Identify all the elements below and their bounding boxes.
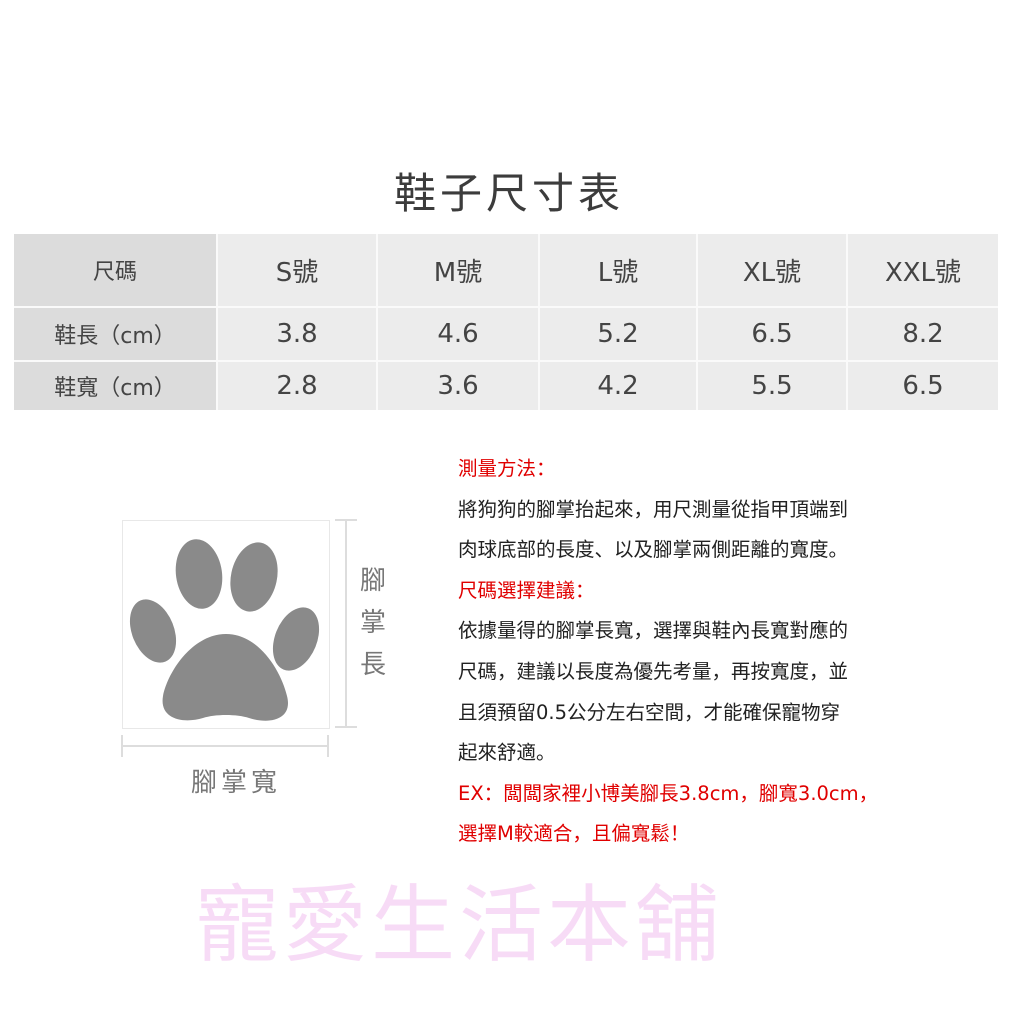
length-measure-line: [345, 520, 347, 727]
paw-width-label: 腳掌寬: [190, 768, 281, 798]
table-cell: 4.2: [540, 362, 696, 410]
paw-diagram: [122, 520, 330, 729]
length-measure-cap: [335, 519, 357, 521]
advice-line: 起來舒適。: [458, 741, 556, 765]
table-cell: 5.5: [698, 362, 846, 410]
paw-icon: [129, 539, 320, 721]
table-header-size: 尺碼: [14, 234, 216, 306]
size-table: 尺碼 S號 M號 L號 XL號 XXL號 鞋長（cm） 3.8 4.6 5.2 …: [14, 234, 998, 410]
advice-line: 且須預留0.5公分左右空間，才能確保寵物穿: [458, 700, 841, 724]
row-label-width: 鞋寬（cm）: [14, 362, 216, 410]
table-header-xxl: XXL號: [848, 234, 998, 306]
width-measure-line: [122, 745, 328, 747]
example-line: 選擇M較適合，且偏寬鬆！: [458, 822, 690, 846]
label-char: 腳: [359, 566, 386, 596]
table-cell: 3.8: [218, 308, 376, 360]
advice-heading: 尺碼選擇建議：: [458, 578, 595, 602]
instructions: 測量方法： 將狗狗的腳掌抬起來，用尺測量從指甲頂端到 肉球底部的長度、以及腳掌兩…: [458, 449, 998, 855]
table-cell: 8.2: [848, 308, 998, 360]
table-cell: 6.5: [848, 362, 998, 410]
length-measure-cap: [335, 726, 357, 728]
table-header-s: S號: [218, 234, 376, 306]
table-header-l: L號: [540, 234, 696, 306]
watermark: 寵愛生活本舖: [195, 876, 724, 974]
table-header-xl: XL號: [698, 234, 846, 306]
row-label-length: 鞋長（cm）: [14, 308, 216, 360]
paw-length-label: 腳 掌 長: [358, 560, 388, 686]
label-char: 掌: [359, 608, 386, 638]
example-line: EX：闆闆家裡小博美腳長3.8cm，腳寬3.0cm，: [458, 781, 879, 805]
table-cell: 4.6: [378, 308, 538, 360]
width-measure-cap: [327, 735, 329, 757]
advice-line: 依據量得的腳掌長寬，選擇與鞋內長寬對應的: [458, 619, 849, 643]
table-header-m: M號: [378, 234, 538, 306]
label-char: 長: [359, 650, 386, 680]
table-cell: 2.8: [218, 362, 376, 410]
advice-line: 尺碼，建議以長度為優先考量，再按寬度，並: [458, 659, 849, 683]
method-heading: 測量方法：: [458, 457, 556, 480]
page-title: 鞋子尺寸表: [393, 169, 624, 218]
table-cell: 5.2: [540, 308, 696, 360]
width-measure-cap: [121, 735, 123, 757]
table-cell: 6.5: [698, 308, 846, 360]
method-line: 肉球底部的長度、以及腳掌兩側距離的寬度。: [458, 538, 849, 562]
table-cell: 3.6: [378, 362, 538, 410]
method-line: 將狗狗的腳掌抬起來，用尺測量從指甲頂端到: [458, 497, 849, 521]
